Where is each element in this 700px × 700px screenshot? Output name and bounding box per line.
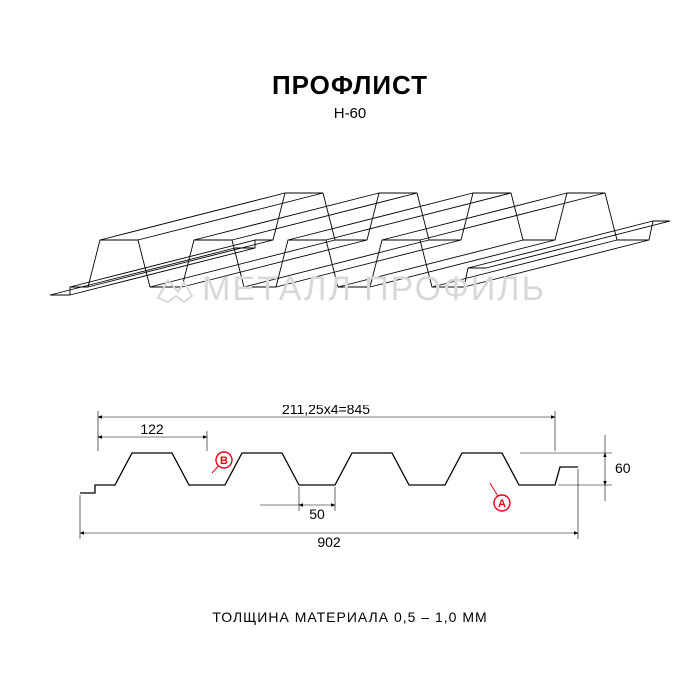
dim-pitch: 211,25x4=845 (282, 405, 370, 417)
dim-50: 50 (309, 506, 325, 522)
footer-thickness: ТОЛЩИНА МАТЕРИАЛА 0,5 – 1,0 ММ (0, 609, 700, 625)
svg-text:B: B (220, 455, 228, 467)
dim-902: 902 (317, 534, 341, 550)
dim-122: 122 (140, 421, 164, 437)
marker-a: A (490, 483, 510, 511)
page-subtitle: Н-60 (0, 105, 700, 122)
title-block: ПРОФЛИСТ Н-60 (0, 70, 700, 122)
page-title: ПРОФЛИСТ (0, 70, 700, 101)
isometric-profile-view (30, 180, 670, 340)
marker-b: B (212, 452, 232, 473)
svg-text:A: A (498, 498, 506, 510)
dim-60: 60 (615, 460, 631, 476)
cross-section-drawing: 211,25x4=845 122 50 902 60 B A (60, 405, 640, 555)
